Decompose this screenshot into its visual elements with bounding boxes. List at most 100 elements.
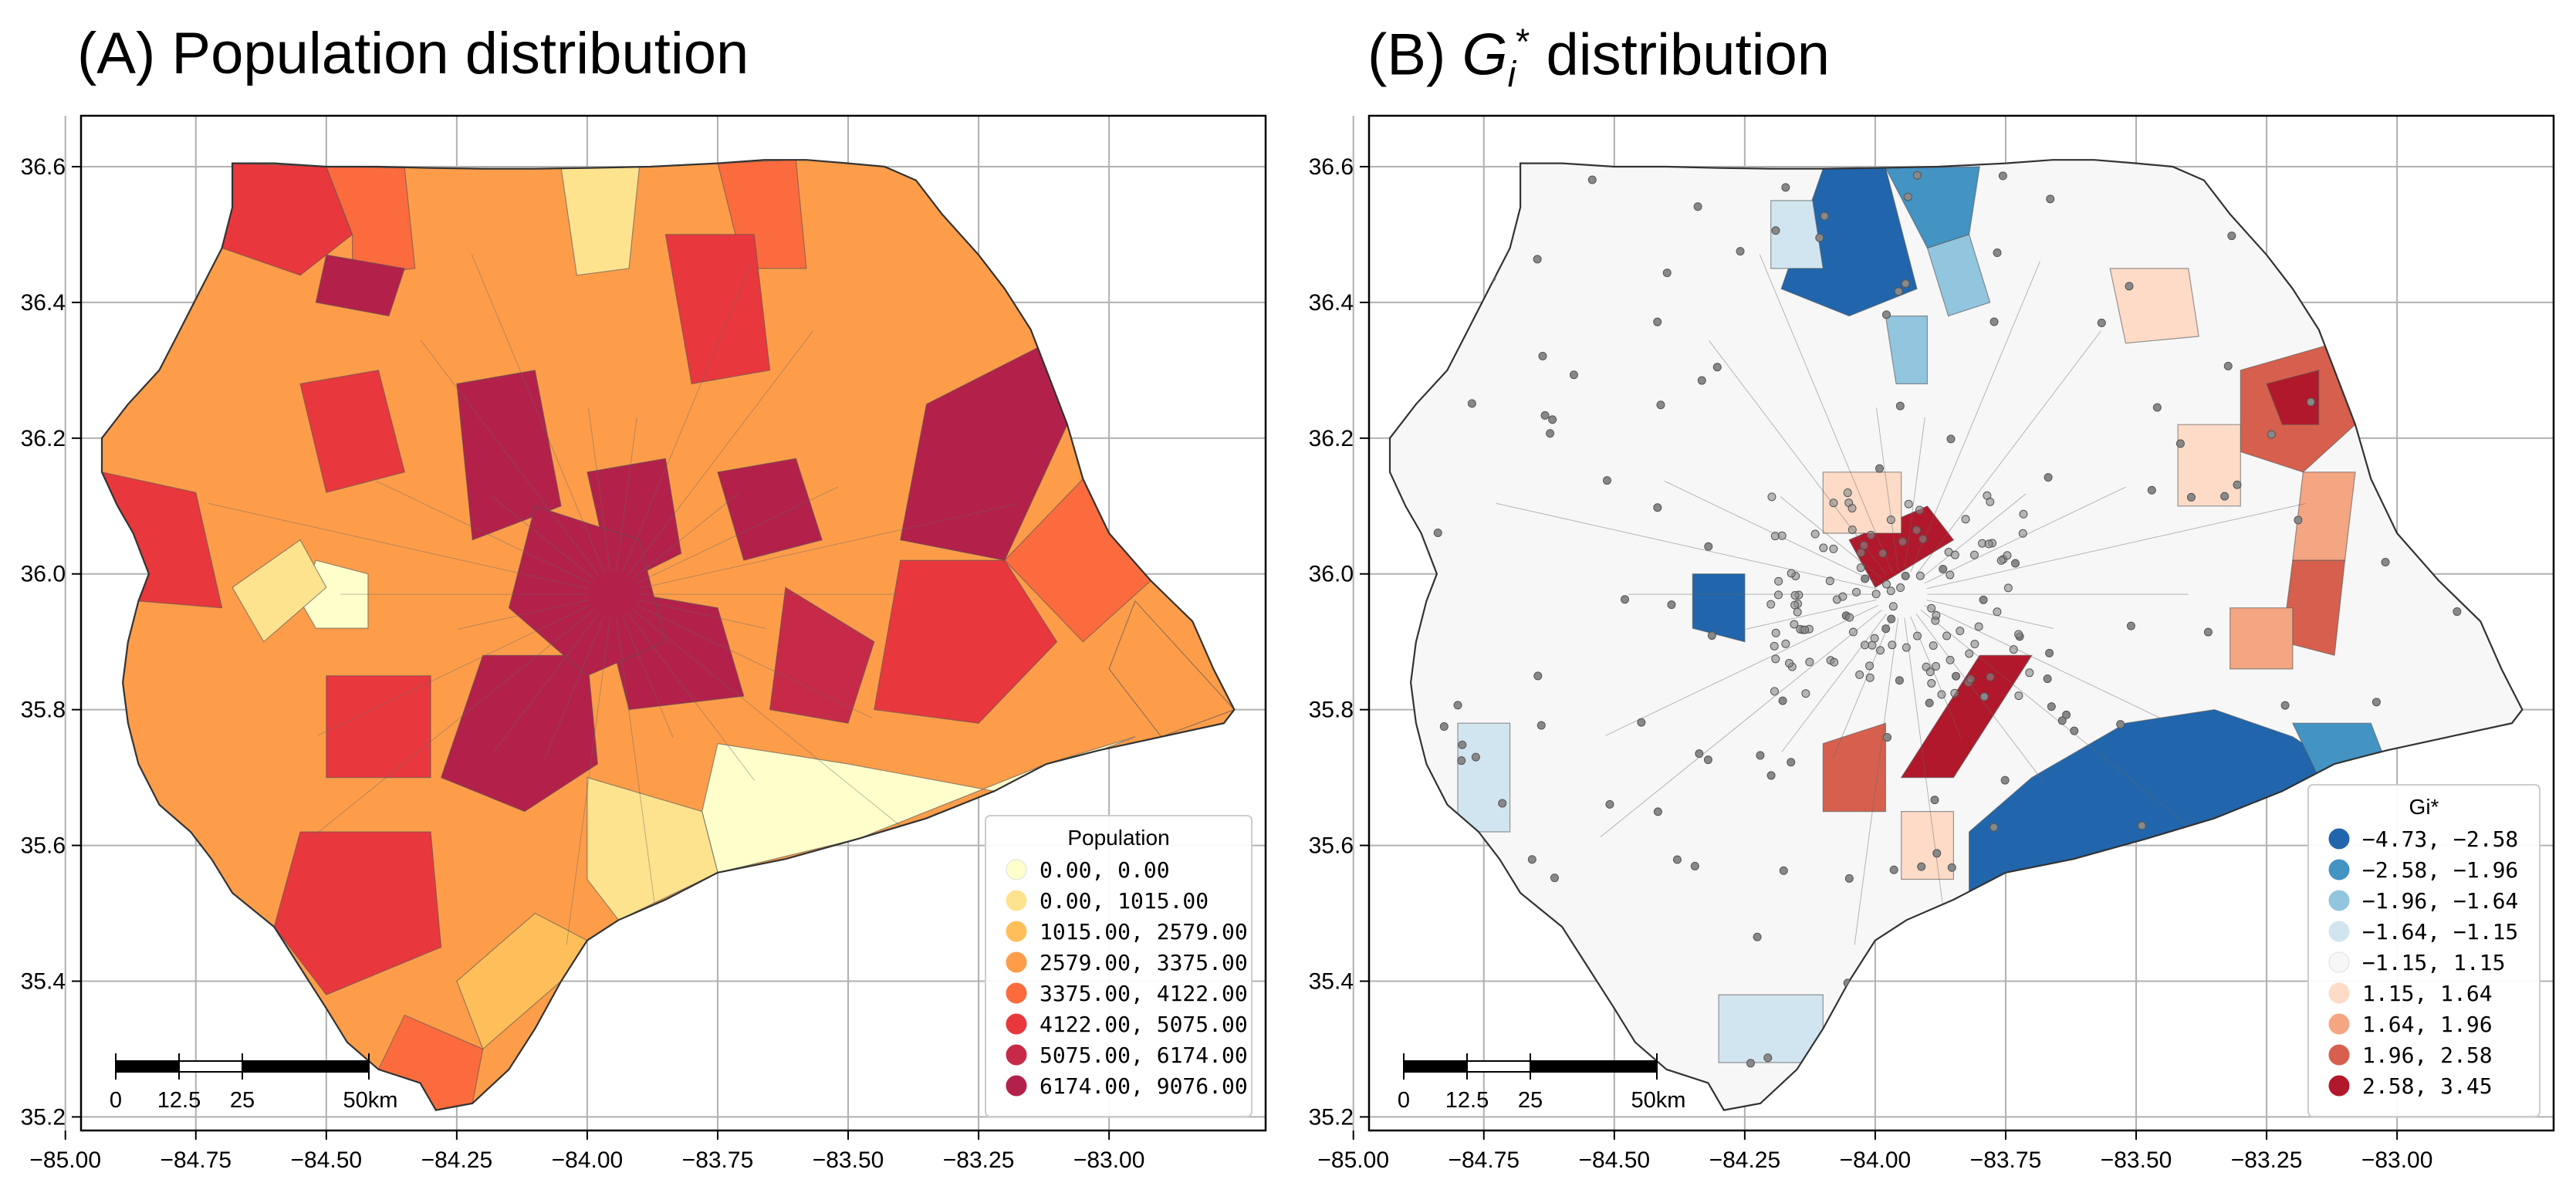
centroid-point [1693,202,1702,211]
centroid-point [1966,674,1976,684]
tract-boundary [627,613,756,781]
centroid-point [2263,240,2273,249]
legend-title: Gi* [2409,795,2439,819]
centroid-point [1410,385,1419,394]
centroid-point [1829,498,1838,508]
legend-swatch [2328,859,2350,880]
centroid-point [1774,576,1783,586]
tract-region [508,505,667,677]
centroid-point [2147,485,2156,495]
tract-boundary [638,503,1018,590]
centroid-point [2121,1008,2131,1017]
centroid-point [1621,595,1630,604]
centroid-point [1886,515,1895,525]
centroid-point [1637,718,1646,727]
centroid-point [1929,641,1938,651]
x-tick-label: −83.25 [943,1147,1015,1173]
centroid-point [1866,530,1875,539]
tract-boundary [566,617,611,945]
centroid-point [2123,937,2132,946]
tract-boundary [1904,617,1945,917]
centroid-point [2018,529,2027,538]
y-tick-label: 36.2 [21,426,66,451]
tract-boundary [636,604,873,718]
tract-region [1457,722,1511,833]
centroid-point [1865,661,1875,671]
centroid-point [1895,676,1904,685]
tract-boundary [1708,340,1887,576]
tract-boundary [1915,613,2044,781]
centroid-point [1868,640,1877,650]
centroid-point [1918,535,1928,544]
title-population: (A) Population distribution [77,21,749,86]
scale-segment [242,1060,370,1073]
centroid-point [1533,255,1542,264]
x-tick-label: −83.75 [1970,1147,2042,1173]
centroid-point [1969,550,1979,559]
centroid-point [1898,537,1907,546]
centroid-point [2014,630,2023,639]
legend-swatch [1006,859,1027,880]
centroid-point [1653,317,1662,326]
centroid-point [1878,549,1888,558]
y-tick-label: 36.0 [1309,562,1354,587]
scale-label: 25 [230,1088,255,1113]
y-tick-label: 36.4 [21,290,66,316]
centroid-point [1753,932,1762,941]
centroid-point [1965,649,1974,658]
x-tick-label: −84.75 [1448,1147,1520,1173]
centroid-point [2323,167,2332,176]
centroid-point [1859,541,1868,550]
tract-boundary [638,599,766,629]
tract-boundary [1926,503,2306,590]
centroid-point [1917,862,1926,871]
tract-boundary [1833,616,1893,759]
centroid-point [1904,499,1913,509]
centroid-point [1986,672,1995,681]
legend: Population 0.00, 0.00 0.00, 1015.00 1015.… [985,815,1253,1117]
centroid-point [1486,271,1495,280]
centroid-point [2062,710,2071,719]
centroid-point [1989,823,1999,832]
centroid-point [1947,863,1956,872]
gi-star-map: −85.00 −84.75 −84.50 −84.25 −84.00 −83.75 −83.… [1309,114,2555,1173]
centroid-point [2203,627,2213,637]
centroid-point [2215,958,2224,967]
centroid-point [1932,610,1941,620]
centroid-point [1860,640,1869,650]
centroid-point [1672,855,1682,864]
title-gi-symbol: G [1462,22,1508,88]
scale-label: 0 [1398,1088,1410,1113]
x-tick-label: −83.75 [682,1147,754,1173]
centroid-point [1712,363,1722,372]
centroid-point [1939,993,1949,1002]
tract-region [326,675,431,779]
centroid-point [2375,762,2384,772]
centroid-point [1984,539,1993,549]
tract-boundary [1496,502,1877,590]
centroid-point [1781,183,1790,192]
legend-label: 4122.00, 5075.00 [1040,1012,1248,1037]
centroid-point [1946,570,1955,580]
centroid-point [1746,1059,1755,1068]
centroid-point [1950,550,1959,559]
y-tick-label: 36.4 [1309,290,1354,316]
y-tick-label: 35.8 [21,698,66,723]
axes-frame [79,114,1267,1132]
centroid-point [1937,690,1946,699]
centroid-point [2009,645,2018,654]
tract-boundary [632,493,739,580]
tract-boundary [1600,610,1882,837]
tract-boundary [1924,604,2161,718]
tract-region [273,831,442,995]
centroid-point [1856,563,1865,573]
centroid-point [2267,953,2277,962]
centroid-point [1695,749,1704,759]
centroid-point [1974,622,1983,631]
centroid-point [2453,607,2462,617]
x-tick-label: −85.00 [29,1147,101,1173]
centroid-point [1820,211,1829,221]
centroid-point [1979,595,1988,604]
legend-label: 0.00, 1015.00 [1040,888,1209,914]
centroid-point [2267,430,2276,439]
